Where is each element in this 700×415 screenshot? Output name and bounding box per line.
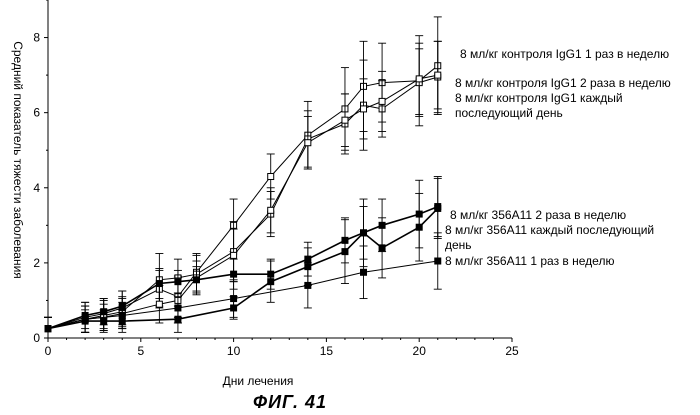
series-6 (44, 232, 442, 339)
legend-entry-line: день (445, 238, 472, 252)
series-line (47, 65, 439, 330)
x-tick-label: 10 (227, 344, 241, 358)
legend-entry-line: 8 мл/кг 356A11 каждый последующий (445, 223, 654, 237)
y-tick-label: 6 (33, 106, 40, 120)
data-point (434, 71, 442, 79)
data-point (81, 315, 89, 323)
data-point (155, 300, 163, 308)
y-tick-label: 0 (33, 331, 40, 345)
data-point (267, 173, 275, 181)
legend-entry-line: последующий день (455, 106, 563, 120)
x-tick-label: 25 (505, 344, 519, 358)
legend-entry-1: 8 мл/кг контроля IgG1 1 раз в неделю (460, 47, 669, 61)
data-point (341, 248, 349, 256)
y-tick-label: 4 (33, 181, 40, 195)
data-point (360, 105, 368, 113)
data-point (415, 75, 423, 83)
x-tick-label: 5 (137, 344, 144, 358)
data-point (434, 257, 442, 265)
data-point (341, 116, 349, 124)
figure-caption: ФИГ. 41 (253, 392, 327, 412)
series-layer (44, 16, 442, 339)
x-tick-label: 20 (413, 344, 427, 358)
legend-entry-line: 8 мл/кг контроля IgG1 2 раза в неделю (455, 76, 671, 90)
legend-entry-2: 8 мл/кг контроля IgG1 2 раза в неделю (455, 76, 671, 90)
data-point (378, 244, 386, 252)
legend-entry-6: 8 мл/кг 356A11 1 раз в неделю (445, 254, 614, 268)
data-point (360, 229, 368, 237)
data-point (360, 268, 368, 276)
legend-entry-3: 8 мл/кг контроля IgG1 каждый последующий … (455, 91, 623, 120)
data-point (434, 204, 442, 212)
data-point (304, 139, 312, 147)
y-tick-label: 2 (33, 256, 40, 270)
data-point (118, 311, 126, 319)
data-point (304, 281, 312, 289)
series-1 (44, 16, 442, 339)
legend-entry-line: 8 мл/кг 356A11 1 раз в неделю (445, 254, 614, 268)
data-point (155, 280, 163, 288)
data-point (230, 295, 238, 303)
series-line (47, 76, 438, 330)
x-tick-label: 0 (45, 344, 52, 358)
data-point (415, 223, 423, 231)
data-point (192, 276, 200, 284)
axes: 0 5 10 15 20 25 0 2 4 6 8 (33, 0, 519, 358)
legend-entry-4: 8 мл/кг 356A11 2 раза в неделю (450, 208, 626, 222)
x-tick-label: 15 (320, 344, 334, 358)
series-line (47, 74, 438, 330)
data-point (267, 206, 275, 214)
legend: 8 мл/кг контроля IgG1 1 раз в неделю 8 мл… (445, 47, 671, 268)
series-line (47, 260, 438, 330)
data-point (230, 270, 238, 278)
x-axis-label: Дни лечения (223, 374, 294, 388)
legend-entry-line: 8 мл/кг контроля IgG1 1 раз в неделю (460, 47, 669, 61)
data-point (174, 304, 182, 312)
series-3 (44, 40, 442, 339)
data-point (267, 278, 275, 286)
legend-entry-line: 8 мл/кг контроля IgG1 каждый (455, 91, 623, 105)
y-tick-label: 8 (33, 31, 40, 45)
y-axis-label: Средний показатель тяжести заболевания (11, 41, 25, 279)
data-point (100, 317, 108, 325)
data-point (174, 278, 182, 286)
data-point (230, 251, 238, 259)
data-point (378, 97, 386, 105)
data-point (44, 325, 52, 333)
legend-entry-line: 8 мл/кг 356A11 2 раза в неделю (450, 208, 626, 222)
legend-entry-5: 8 мл/кг 356A11 каждый последующий день (445, 223, 654, 252)
